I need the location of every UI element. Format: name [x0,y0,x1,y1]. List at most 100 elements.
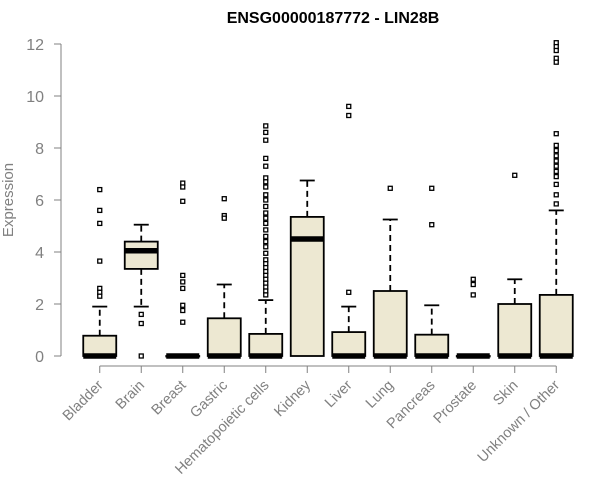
outlier-point [470,292,476,298]
outlier-point [221,215,227,221]
outlier-point [263,155,269,162]
outlier-point [263,250,269,256]
box-liver [331,103,367,359]
outlier-point [346,112,352,119]
box-iqr [248,332,284,357]
outlier-point [553,147,559,154]
box-iqr [123,240,159,270]
box-prostate [455,276,491,359]
box-iqr [82,334,118,357]
outlier-point [512,172,518,178]
outlier-point [180,184,186,190]
outlier-point [180,302,186,308]
y-tick-label: 0 [35,349,44,366]
y-tick-label: 10 [26,89,44,106]
outlier-point [97,186,103,193]
box-pancreas [414,185,450,359]
box-breast [165,180,201,359]
outlier-point [263,210,269,216]
outlier-point [138,320,144,327]
box-iqr [331,331,367,357]
outlier-point [263,179,269,185]
box-hematopoietic-cells [248,123,284,359]
outlier-point [429,185,435,191]
outlier-point [346,103,352,110]
box-iqr [206,317,242,357]
outlier-point [180,285,186,292]
x-tick-label: Breast [149,378,190,419]
plot-area [82,40,574,359]
outlier-point [263,192,269,198]
outlier-point [553,192,559,198]
outlier-point [97,220,103,227]
x-tick-label: Prostate [431,378,480,427]
outlier-point [180,272,186,279]
outlier-point [553,173,559,180]
outlier-point [553,201,559,207]
chart-title: ENSG00000187772 - LIN28B [227,10,440,27]
outlier-point [97,207,103,214]
outlier-point [553,158,559,164]
outlier-point [180,198,186,204]
box-iqr [497,303,533,357]
outlier-point [97,293,103,299]
outlier-point [263,292,269,298]
outlier-point [221,196,227,202]
outlier-point [263,184,269,190]
x-tick-label: Kidney [271,377,314,420]
x-tick-label: Lung [363,378,397,412]
box-gastric [206,196,242,359]
outlier-point [97,258,103,264]
outlier-point [553,59,559,65]
outlier-point [263,244,269,250]
outlier-point [429,222,435,228]
outlier-point [180,319,186,325]
outlier-point [553,153,559,159]
box-kidney [289,179,325,357]
outlier-point [263,197,269,203]
box-unknown-other [538,40,574,359]
x-tick-label: Liver [322,377,356,411]
outlier-point [180,307,186,314]
y-tick-label: 6 [35,193,44,210]
y-tick-label: 4 [35,245,44,262]
outlier-point [263,215,269,221]
box-iqr [372,290,408,357]
outlier-point [470,281,476,288]
y-axis: 0 2 4 6 8 10 12 [26,37,62,366]
y-axis-label: Expression [0,163,17,237]
y-tick-label: 12 [26,37,44,54]
outlier-point [263,233,269,240]
outlier-point [263,163,269,169]
outlier-point [470,276,476,282]
x-tick-label: Brain [113,378,148,413]
outlier-point [553,163,559,169]
outlier-point [263,123,269,129]
y-tick-label: 2 [35,297,44,314]
outlier-point [553,168,559,175]
box-brain [123,223,159,359]
x-tick-label: Bladder [60,377,107,424]
outlier-point [263,203,269,210]
outlier-point [263,220,269,227]
x-tick-label: Skin [490,378,521,409]
box-iqr [538,293,574,357]
outlier-point [263,129,269,136]
outlier-point [553,142,559,149]
outlier-point [263,227,269,233]
outlier-point [553,181,559,188]
outlier-point [263,137,269,143]
outlier-point [180,279,186,285]
y-tick-label: 8 [35,141,44,158]
outlier-point [387,185,393,191]
outlier-point [346,289,352,295]
outlier-point [138,353,144,359]
outlier-point [553,131,559,137]
box-skin [497,172,533,359]
outlier-point [138,311,144,318]
outlier-point [553,47,559,54]
box-iqr [414,333,450,357]
box-lung [372,185,408,359]
